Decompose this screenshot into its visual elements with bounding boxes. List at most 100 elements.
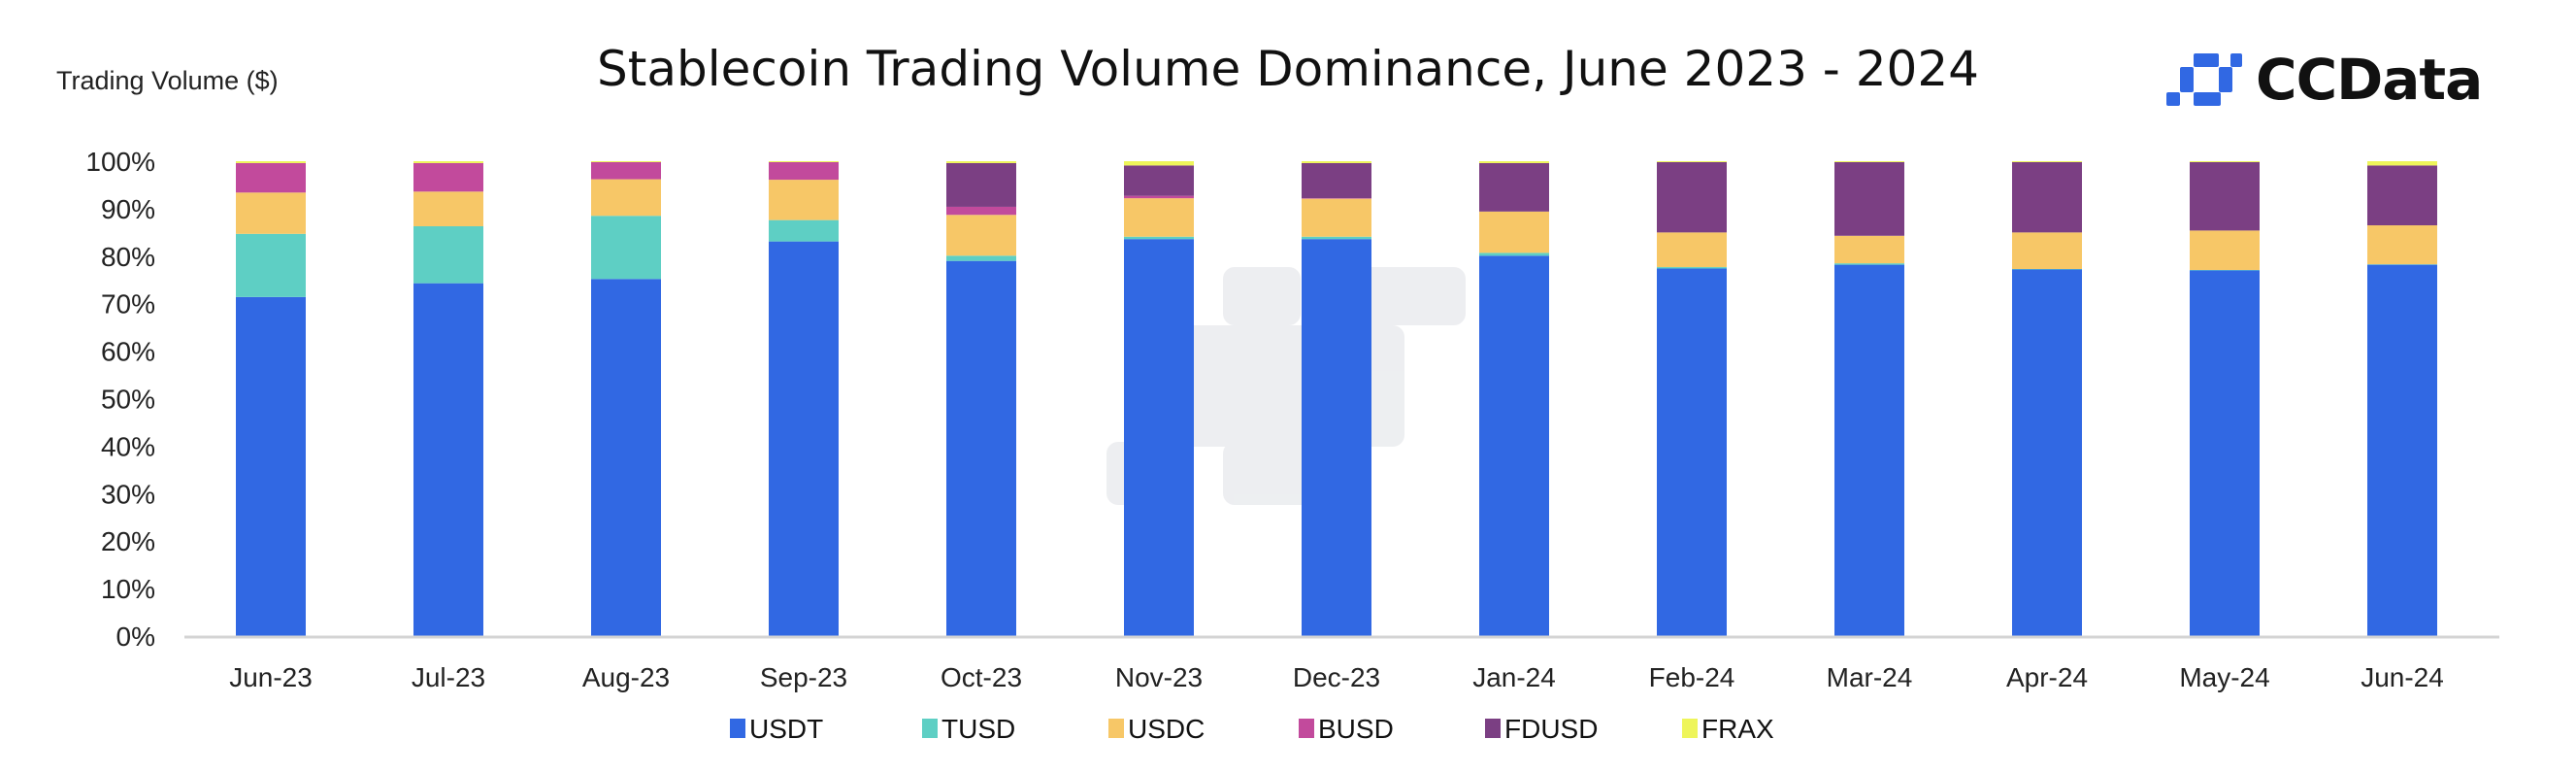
bar-segment-usdc-dec-23	[1302, 198, 1371, 237]
legend-swatch	[1682, 719, 1698, 738]
legend-item-usdc: USDC	[1108, 714, 1205, 744]
y-tick-label: 30%	[101, 479, 155, 509]
bar-segment-usdt-jul-23	[413, 283, 483, 636]
legend-item-fdusd: FDUSD	[1485, 714, 1598, 744]
x-tick-label: Jul-23	[412, 662, 485, 692]
bar-segment-usdc-may-24	[2190, 230, 2260, 270]
x-tick-label: Sep-23	[760, 662, 847, 692]
legend-swatch	[730, 719, 745, 738]
bar-segment-fdusd-jun-24	[2367, 165, 2437, 226]
bar-segment-usdt-jun-23	[236, 296, 306, 636]
bar-segment-fdusd-mar-24	[1834, 161, 1904, 236]
bar-segment-frax-jul-23	[413, 161, 483, 163]
y-tick-label: 50%	[101, 385, 155, 415]
bar-segment-tusd-dec-23	[1302, 236, 1371, 240]
legend-item-tusd: TUSD	[922, 714, 1015, 744]
bar-segment-fdusd-oct-23	[946, 162, 1016, 207]
y-tick-label: 90%	[101, 194, 155, 224]
legend-item-usdt: USDT	[730, 714, 823, 744]
bar-segment-usdt-nov-23	[1124, 239, 1194, 637]
bar-segment-frax-jun-24	[2367, 161, 2437, 166]
bar-segment-usdc-jul-23	[413, 191, 483, 226]
bar-segment-fdusd-nov-23	[1124, 165, 1194, 196]
bar-segment-tusd-jan-24	[1479, 252, 1549, 256]
ccdata-logo: CCData	[2164, 47, 2483, 113]
bar-segment-fdusd-apr-24	[2012, 161, 2082, 233]
bar-segment-usdt-sep-23	[769, 241, 839, 637]
bar-segment-usdc-sep-23	[769, 180, 839, 220]
bar-segment-tusd-jul-23	[413, 225, 483, 284]
legend-label: FRAX	[1701, 714, 1774, 744]
bar-segment-usdc-apr-24	[2012, 232, 2082, 270]
bar-segment-usdt-feb-24	[1657, 268, 1727, 636]
legend-label: FDUSD	[1504, 714, 1598, 744]
bar-segment-busd-oct-23	[946, 206, 1016, 216]
x-tick-label: Mar-24	[1827, 662, 1913, 692]
logo-wordmark: CCData	[2256, 47, 2483, 113]
legend-label: TUSD	[941, 714, 1015, 744]
bar-segment-fdusd-feb-24	[1657, 161, 1727, 233]
bar-segment-frax-apr-24	[2012, 161, 2082, 162]
bar-segment-tusd-feb-24	[1657, 267, 1727, 269]
bar-segment-usdc-nov-23	[1124, 198, 1194, 237]
chart-title: Stablecoin Trading Volume Dominance, Jun…	[597, 41, 1979, 97]
x-tick-label: Oct-23	[941, 662, 1022, 692]
legend-label: USDT	[749, 714, 823, 744]
x-tick-label: Apr-24	[2006, 662, 2088, 692]
bar-segment-tusd-aug-23	[591, 216, 661, 280]
bar-segment-fdusd-may-24	[2190, 161, 2260, 231]
bar-segment-frax-may-24	[2190, 161, 2260, 162]
bar-segment-usdt-jan-24	[1479, 255, 1549, 636]
bar-segment-busd-sep-23	[769, 161, 839, 181]
x-tick-label: Jun-23	[229, 662, 313, 692]
bar-segment-frax-feb-24	[1657, 161, 1727, 162]
y-tick-label: 80%	[101, 242, 155, 272]
bar-segment-usdt-jun-24	[2367, 264, 2437, 636]
legend-label: BUSD	[1318, 714, 1394, 744]
legend-swatch	[922, 719, 938, 738]
bar-segment-fdusd-jan-24	[1479, 162, 1549, 212]
bar-segment-frax-aug-23	[591, 161, 661, 162]
bar-segment-usdc-jan-24	[1479, 211, 1549, 253]
ccdata-logo-icon	[2166, 53, 2242, 106]
x-tick-label: Aug-23	[582, 662, 670, 692]
x-tick-label: Jun-24	[2361, 662, 2444, 692]
x-tick-label: May-24	[2179, 662, 2269, 692]
bar-segment-busd-jul-23	[413, 162, 483, 192]
x-tick-label: Feb-24	[1649, 662, 1735, 692]
x-tick-label: Dec-23	[1293, 662, 1380, 692]
bar-segment-usdt-aug-23	[591, 279, 661, 636]
bar-segment-usdc-oct-23	[946, 215, 1016, 256]
y-tick-label: 100%	[85, 147, 155, 177]
y-tick-label: 10%	[101, 574, 155, 604]
bar-segment-usdc-aug-23	[591, 179, 661, 217]
y-tick-label: 60%	[101, 337, 155, 367]
bar-segment-frax-dec-23	[1302, 161, 1371, 163]
y-tick-label: 40%	[101, 431, 155, 461]
bar-segment-frax-sep-23	[769, 161, 839, 162]
y-axis-title: Trading Volume ($)	[56, 66, 279, 95]
bar-segment-busd-jun-23	[236, 162, 306, 193]
bar-segment-usdt-mar-24	[1834, 264, 1904, 636]
bar-segment-busd-aug-23	[591, 161, 661, 180]
legend-item-frax: FRAX	[1682, 714, 1774, 744]
bar-segment-tusd-nov-23	[1124, 236, 1194, 240]
bar-segment-tusd-oct-23	[946, 255, 1016, 261]
bar-segment-tusd-mar-24	[1834, 263, 1904, 265]
bar-segment-fdusd-dec-23	[1302, 162, 1371, 199]
bar-segment-tusd-sep-23	[769, 219, 839, 242]
x-tick-label: Nov-23	[1115, 662, 1203, 692]
bar-segment-usdc-jun-23	[236, 192, 306, 234]
bar-segment-frax-jun-23	[236, 161, 306, 163]
bar-segment-tusd-jun-23	[236, 233, 306, 297]
bar-segment-usdc-jun-24	[2367, 225, 2437, 265]
bar-segment-frax-mar-24	[1834, 161, 1904, 162]
bar-segment-usdt-dec-23	[1302, 239, 1371, 637]
bar-segment-busd-nov-23	[1124, 195, 1194, 199]
bar-segment-frax-jan-24	[1479, 161, 1549, 163]
legend-item-busd: BUSD	[1299, 714, 1394, 744]
bar-segment-usdt-may-24	[2190, 270, 2260, 636]
legend-label: USDC	[1128, 714, 1205, 744]
bar-segment-frax-oct-23	[946, 161, 1016, 163]
